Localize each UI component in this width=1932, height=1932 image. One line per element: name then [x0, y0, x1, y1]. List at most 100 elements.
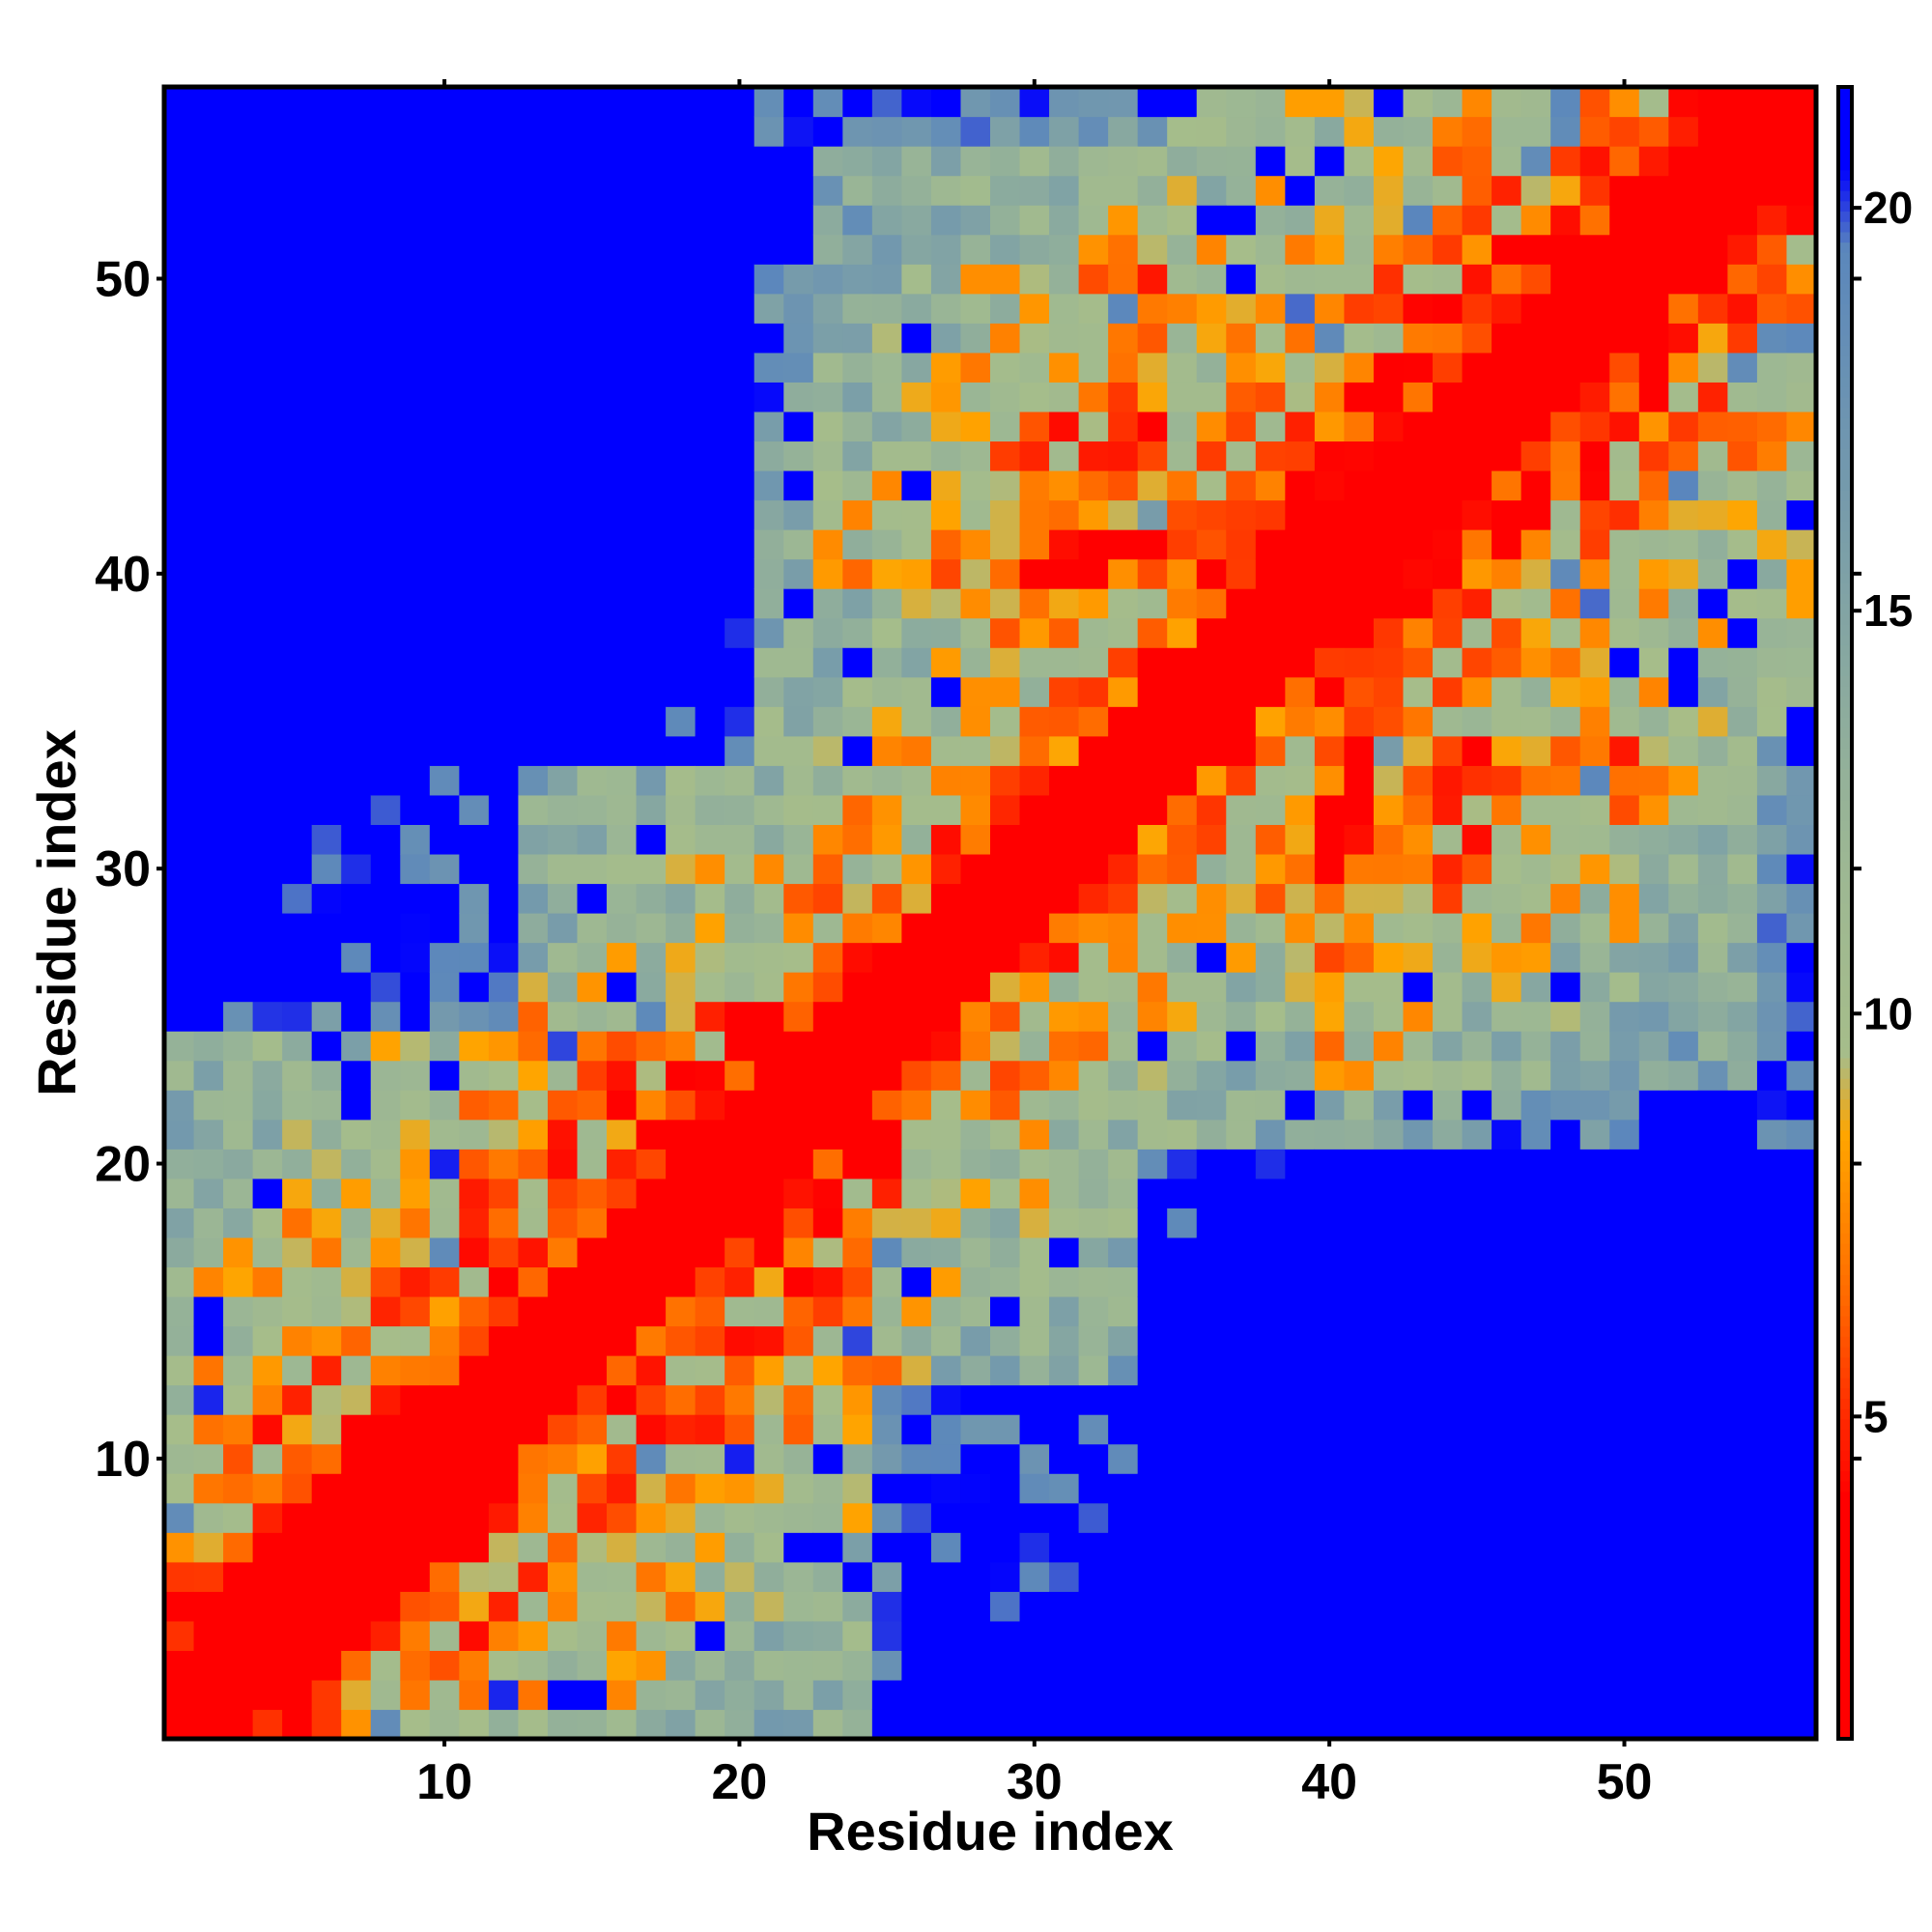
heatmap-cell — [1196, 824, 1227, 855]
heatmap-cell — [1668, 972, 1699, 1003]
heatmap-cell — [812, 765, 843, 796]
heatmap-cell — [1137, 1325, 1168, 1356]
heatmap-cell — [695, 972, 725, 1003]
heatmap-cell — [577, 1090, 608, 1121]
heatmap-cell — [871, 1090, 902, 1121]
heatmap-cell — [724, 853, 755, 885]
heatmap-cell — [930, 1236, 962, 1268]
heatmap-cell — [1550, 1295, 1581, 1327]
heatmap-cell — [1255, 1473, 1286, 1504]
heatmap-cell — [1609, 794, 1640, 825]
heatmap-cell — [871, 1236, 902, 1268]
heatmap-cell — [666, 205, 696, 236]
heatmap-cell — [1433, 735, 1463, 766]
heatmap-cell — [871, 676, 902, 707]
heatmap-cell — [1255, 323, 1286, 354]
colorbar-segment — [1838, 293, 1852, 305]
heatmap-cell — [1609, 1473, 1640, 1504]
heatmap-cell — [1462, 1443, 1492, 1474]
heatmap-cell — [577, 1620, 608, 1651]
heatmap-cell — [193, 794, 224, 825]
heatmap-cell — [901, 1650, 932, 1681]
heatmap-cell — [488, 1709, 520, 1740]
heatmap-cell — [1492, 1532, 1522, 1563]
heatmap-cell — [1314, 1561, 1346, 1592]
heatmap-cell — [1609, 1266, 1640, 1297]
heatmap-cell — [1492, 617, 1522, 648]
colorbar-segment — [1838, 1398, 1852, 1409]
heatmap-cell — [666, 1384, 696, 1415]
heatmap-cell — [1314, 116, 1346, 147]
heatmap-cell — [960, 588, 991, 619]
heatmap-cell — [607, 205, 638, 236]
heatmap-cell — [577, 1178, 608, 1208]
heatmap-cell — [1638, 1295, 1669, 1327]
heatmap-cell — [1196, 883, 1227, 914]
heatmap-cell — [252, 1001, 283, 1032]
colorbar-segment — [1838, 1315, 1852, 1327]
heatmap-cell — [459, 1090, 490, 1121]
heatmap-cell — [1137, 706, 1168, 737]
heatmap-cell — [164, 1473, 195, 1504]
heatmap-cell — [695, 382, 725, 412]
heatmap-cell — [960, 765, 991, 796]
heatmap-cell — [1314, 205, 1346, 236]
heatmap-cell — [370, 647, 401, 678]
colorbar-segment — [1838, 1078, 1852, 1090]
heatmap-cell — [1196, 558, 1227, 589]
heatmap-cell — [666, 1709, 696, 1740]
heatmap-cell — [1137, 1591, 1168, 1622]
heatmap-cell — [1344, 440, 1375, 471]
heatmap-cell — [1078, 1208, 1109, 1238]
heatmap-cell — [429, 323, 460, 354]
heatmap-cell — [724, 1532, 755, 1563]
heatmap-cell — [429, 205, 460, 236]
heatmap-cell — [1344, 87, 1375, 118]
heatmap-cell — [1314, 647, 1346, 678]
heatmap-cell — [783, 1414, 814, 1445]
heatmap-cell — [577, 1031, 608, 1062]
heatmap-cell — [577, 529, 608, 560]
heatmap-cell — [783, 1679, 814, 1711]
heatmap-cell — [724, 1679, 755, 1711]
heatmap-cell — [1756, 205, 1788, 236]
colorbar-segment — [1838, 541, 1852, 553]
heatmap-cell — [1462, 1709, 1492, 1740]
heatmap-cell — [990, 1502, 1021, 1533]
heatmap-cell — [1609, 205, 1640, 236]
heatmap-cell — [607, 87, 638, 118]
heatmap-cell — [311, 323, 342, 354]
heatmap-cell — [577, 706, 608, 737]
heatmap-cell — [1196, 853, 1227, 885]
heatmap-cell — [1433, 1236, 1463, 1268]
heatmap-cell — [400, 146, 431, 177]
heatmap-cell — [695, 1178, 725, 1208]
heatmap-cell — [1196, 116, 1227, 147]
heatmap-cell — [1226, 676, 1257, 707]
heatmap-cell — [193, 913, 224, 944]
heatmap-cell — [1462, 1561, 1492, 1592]
heatmap-cell — [1226, 913, 1257, 944]
heatmap-cell — [960, 323, 991, 354]
heatmap-cell — [1579, 1119, 1610, 1150]
heatmap-cell — [636, 1090, 667, 1121]
heatmap-cell — [282, 647, 313, 678]
heatmap-cell — [990, 1679, 1021, 1711]
heatmap-cell — [282, 411, 313, 442]
heatmap-cell — [1668, 1208, 1699, 1238]
heatmap-cell — [1137, 972, 1168, 1003]
heatmap-cell — [1433, 205, 1463, 236]
heatmap-cell — [1137, 1473, 1168, 1504]
heatmap-cell — [223, 588, 254, 619]
heatmap-cell — [1609, 972, 1640, 1003]
heatmap-cell — [1314, 1208, 1346, 1238]
heatmap-cell — [341, 735, 372, 766]
heatmap-cell — [1108, 1031, 1139, 1062]
heatmap-cell — [812, 1325, 843, 1356]
heatmap-cell — [341, 411, 372, 442]
heatmap-cell — [1433, 116, 1463, 147]
heatmap-cell — [164, 1119, 195, 1150]
heatmap-cell — [1756, 617, 1788, 648]
heatmap-cell — [1492, 1266, 1522, 1297]
heatmap-cell — [577, 146, 608, 177]
